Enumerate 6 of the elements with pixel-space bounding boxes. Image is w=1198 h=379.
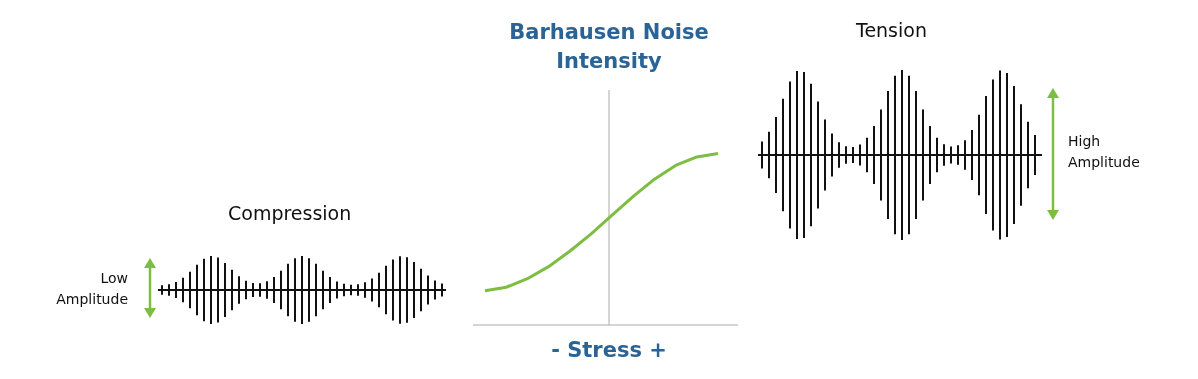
x-axis-title: - Stress + xyxy=(550,338,668,362)
text: High Amplitude xyxy=(1068,132,1141,172)
text: Tension xyxy=(856,19,927,41)
chart-title: Barhausen Noise Intensity xyxy=(509,19,709,75)
text: Compression xyxy=(228,202,352,224)
text: Low Amplitude xyxy=(55,269,128,309)
